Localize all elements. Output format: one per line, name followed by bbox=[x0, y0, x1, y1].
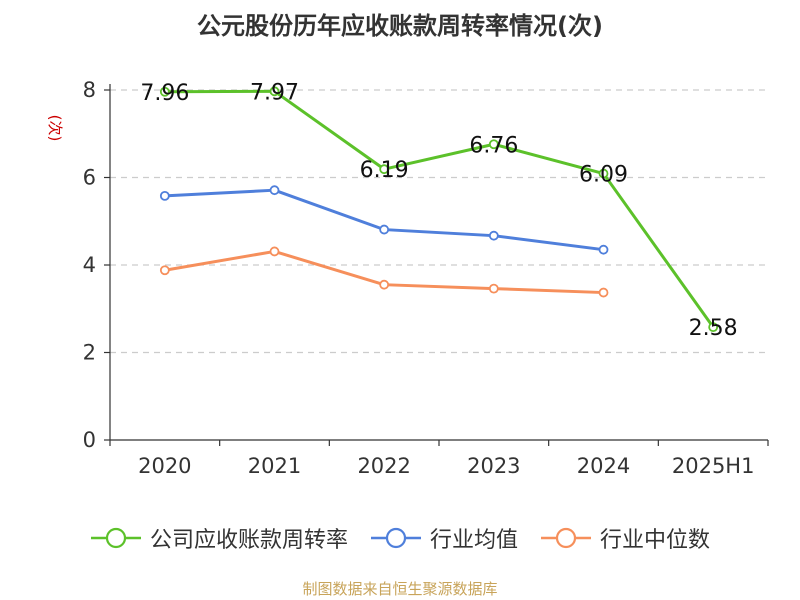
data-point-industry_avg bbox=[379, 224, 390, 235]
data-point-company bbox=[598, 168, 609, 179]
legend-item-industry_median[interactable]: 行业中位数 bbox=[540, 522, 710, 554]
legend-label: 行业中位数 bbox=[600, 528, 711, 553]
legend-label: 公司应收账款周转率 bbox=[149, 528, 348, 553]
chart-title: 公元股份历年应收账款周转率情况(次) bbox=[197, 12, 603, 40]
data-label-layer: 7.96 7.97 6.19 6.76 6.09 2.58 bbox=[140, 80, 737, 341]
x-tick-label: 2024 bbox=[577, 454, 630, 478]
data-label: 6.76 bbox=[469, 133, 518, 158]
data-point-industry_median bbox=[269, 246, 280, 257]
data-label: 7.96 bbox=[140, 81, 189, 106]
data-point-industry_median bbox=[159, 265, 170, 276]
data-label: 2.58 bbox=[689, 316, 738, 341]
data-point-industry_median bbox=[379, 279, 390, 290]
legend: 公司应收账款周转率 行业均值 行业中位数 bbox=[0, 520, 800, 556]
data-label: 6.19 bbox=[360, 158, 409, 183]
x-tick-label: 2025H1 bbox=[672, 454, 755, 478]
data-point-company bbox=[379, 164, 390, 175]
data-point-industry_avg bbox=[269, 185, 280, 196]
legend-swatch bbox=[90, 527, 141, 549]
legend-item-industry_avg[interactable]: 行业均值 bbox=[370, 522, 518, 554]
data-label: 7.97 bbox=[250, 80, 299, 105]
series-line-company bbox=[164, 89, 715, 328]
data-point-company bbox=[708, 322, 719, 333]
data-point-industry_avg bbox=[598, 244, 609, 255]
source-note: 制图数据来自恒生聚源数据库 bbox=[302, 580, 498, 598]
data-point-company bbox=[159, 86, 170, 97]
axis-layer: 0 2 4 6 8 2020 2021 2022 2023 2024 2025H1 (次) bbox=[46, 78, 769, 478]
series-line-industry_avg bbox=[164, 188, 604, 252]
y-tick-label: 6 bbox=[83, 166, 96, 190]
legend-item-company[interactable]: 公司应收账款周转率 bbox=[90, 522, 348, 554]
legend-swatch bbox=[541, 527, 591, 549]
data-point-company bbox=[269, 86, 280, 97]
legend-swatch bbox=[370, 527, 421, 549]
y-tick-label: 0 bbox=[83, 428, 96, 452]
data-point-industry_median bbox=[598, 287, 609, 298]
y-tick-label: 2 bbox=[83, 341, 96, 365]
y-tick-label: 8 bbox=[83, 78, 96, 102]
data-point-industry_median bbox=[488, 283, 499, 294]
x-tick-label: 2022 bbox=[357, 454, 410, 478]
y-axis-label: (次) bbox=[46, 115, 64, 142]
data-point-industry_avg bbox=[488, 230, 499, 241]
legend-label: 行业均值 bbox=[429, 528, 518, 553]
grid-layer bbox=[110, 89, 768, 354]
data-point-company bbox=[488, 139, 499, 150]
x-tick-label: 2023 bbox=[467, 454, 520, 478]
data-label: 6.09 bbox=[579, 163, 628, 188]
series-layer bbox=[159, 86, 719, 333]
x-tick-label: 2021 bbox=[248, 454, 301, 478]
data-point-industry_avg bbox=[159, 190, 170, 201]
y-tick-label: 4 bbox=[83, 253, 96, 277]
x-tick-label: 2020 bbox=[138, 454, 191, 478]
